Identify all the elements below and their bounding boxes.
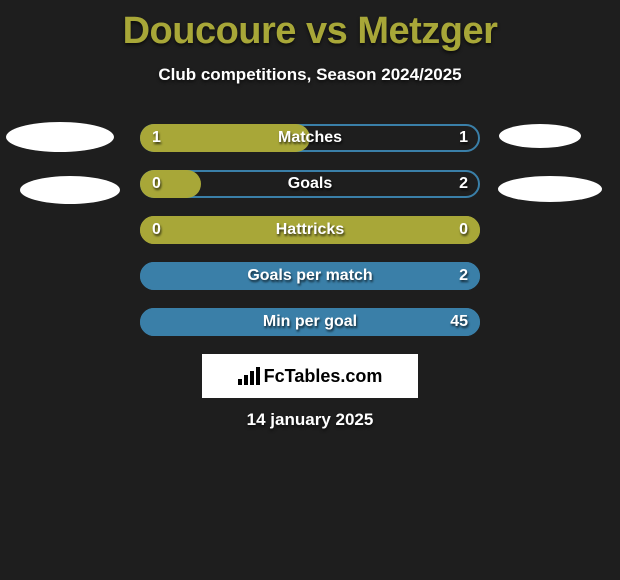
stat-row: 02Goals: [140, 170, 480, 198]
comparison-infographic: Doucoure vs Metzger Club competitions, S…: [0, 0, 620, 580]
stat-fill: [140, 262, 480, 290]
stat-fill: [140, 216, 480, 244]
decorative-ellipse: [499, 124, 581, 148]
subtitle: Club competitions, Season 2024/2025: [0, 65, 620, 85]
date-label: 14 january 2025: [0, 410, 620, 430]
stat-fill: [140, 308, 480, 336]
stat-row: 00Hattricks: [140, 216, 480, 244]
footer-logo-text: FcTables.com: [238, 366, 383, 387]
stat-fill: [140, 170, 201, 198]
stat-rows: 11Matches 02Goals 00Hattricks 2Goals per ma…: [140, 124, 480, 354]
stat-row: 11Matches: [140, 124, 480, 152]
decorative-ellipse: [20, 176, 120, 204]
page-title: Doucoure vs Metzger: [0, 0, 620, 53]
bars-icon: [238, 367, 260, 385]
decorative-ellipse: [498, 176, 602, 202]
stat-row: 2Goals per match: [140, 262, 480, 290]
stat-row: 45Min per goal: [140, 308, 480, 336]
footer-logo: FcTables.com: [202, 354, 418, 398]
stat-fill: [140, 124, 310, 152]
decorative-ellipse: [6, 122, 114, 152]
